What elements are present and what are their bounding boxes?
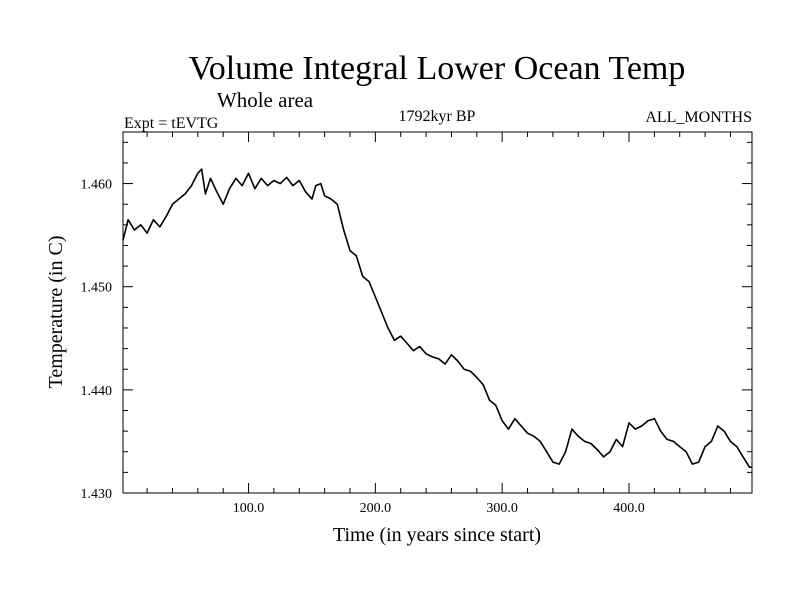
y-tick-label: 1.460 [81, 178, 113, 193]
x-tick-label: 400.0 [613, 501, 645, 516]
axis-tick-labels: 100.0 200.0 300.0 400.0 1.430 1.440 1.450 1.460 [81, 178, 645, 516]
x-tick-label: 100.0 [233, 501, 265, 516]
x-tick-label: 200.0 [360, 501, 392, 516]
y-axis-title: Temperature (in C) [45, 236, 67, 389]
x-axis-title: Time (in years since start) [333, 524, 541, 546]
chart-title: Volume Integral Lower Ocean Temp [189, 50, 686, 87]
y-tick-label: 1.430 [81, 487, 113, 502]
y-tick-label: 1.440 [81, 384, 113, 399]
months-label: ALL_MONTHS [645, 109, 752, 126]
chart-subtitle: Whole area [217, 88, 314, 112]
period-label: 1792kyr BP [399, 108, 476, 125]
plot-frame [122, 131, 753, 494]
x-tick-label: 300.0 [486, 501, 518, 516]
axis-ticks [123, 132, 752, 494]
series-line [122, 168, 752, 468]
experiment-label: Expt = tEVTG [124, 115, 219, 132]
y-tick-label: 1.450 [81, 281, 113, 296]
